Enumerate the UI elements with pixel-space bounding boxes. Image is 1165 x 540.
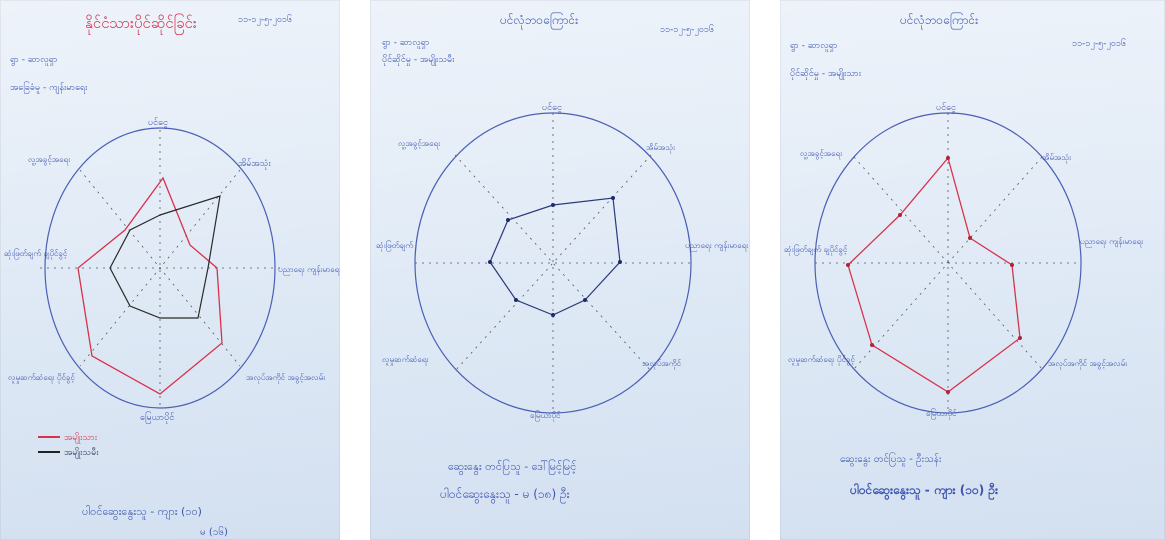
axis-label-lower-right: အလုပ်အကိုင် — [642, 358, 681, 370]
axis-label-left: ဆုံးဖြတ်ချက် ချပိုင်ခွင့် — [4, 248, 67, 260]
axis-label-top: ပင်ငွေ — [148, 117, 168, 129]
footer-line-2: ပါဝင်ဆွေးနွေးသူ - မ (၁၈) ဦး — [440, 486, 570, 504]
axis-label-upper-left: လူ့အခွင့်အရေး — [28, 154, 71, 166]
axis-label-lower-left: လူမှုဆက်ဆံရေး ပိုင်ခွင့် — [8, 372, 75, 384]
axis-label-upper-left: လူ့အခွင့်အရေး — [398, 138, 441, 150]
axis-label-bottom: မြေယာပိုင် — [926, 408, 956, 420]
axis-label-right: ပညာရေး ကျန်းမာရေး — [1080, 236, 1144, 248]
radar-drawing-3: ပင်လုံဘဝကြောင်း ၁၁-၁၂-၅-၂၀၁၆ ရွာ - ဆာလူရ… — [780, 0, 1165, 540]
sheet-title: နိုင်ငံသားပိုင်ဆိုင်ခြင်း — [85, 13, 197, 35]
village-line: ရွာ - ဆာလူရှာ — [382, 38, 430, 49]
legend-black-label: အမျိုးသမီး — [64, 447, 99, 459]
axis-label-upper-right: အိမ်အသုံး — [238, 158, 271, 170]
village-line: ရွာ - ဆာလူရှာ — [790, 41, 838, 52]
axis-label-top: ပင်ငွေ — [542, 102, 562, 114]
axis-label-left: ဆုံးဖြတ်ချက် — [376, 240, 413, 252]
footer-line-1: ဆွေးနွေး တင်ပြသူ - ဒေါ်မြင့်မြင့် — [448, 459, 576, 475]
axis-label-right: ပညာရေး ကျန်းမာရေး — [685, 240, 749, 252]
chart-sheet-1: နိုင်ငံသားပိုင်ဆိုင်ခြင်း ၁၁-၁၂-၅-၂၀၁၆ ရ… — [0, 0, 340, 540]
axis-label-bottom: မြေယာပိုင် — [530, 410, 560, 422]
axis-label-top: ပင်ငွေ — [936, 102, 956, 114]
background-strip — [340, 0, 370, 540]
footer-line-1: ဆွေးနွေး တင်ပြသူ - ဦးသန်း — [840, 451, 942, 467]
chart-sheet-2: ပင်လုံဘဝကြောင်း ၁၁-၁၂-၅-၂၀၁၆ ရွာ - ဆာလူရ… — [370, 0, 750, 540]
axis-label-upper-right: အိမ်အသုံး — [646, 142, 676, 154]
radar-drawing-2: ပင်လုံဘဝကြောင်း ၁၁-၁၂-၅-၂၀၁၆ ရွာ - ဆာလူရ… — [370, 0, 750, 540]
axis-label-lower-right: အလုပ်အကိုင် အခွင့်အလမ်း — [1048, 358, 1128, 370]
axis-label-right: ပညာရေး ကျန်းမာရေး — [278, 264, 340, 276]
topic-line: ပိုင်ဆိုင်မှု - အမျိုးသမီး — [382, 54, 455, 66]
footer-line-2: မ (၁၆) — [200, 525, 228, 538]
axis-label-upper-left: လူ့အခွင့်အရေး — [800, 148, 843, 160]
footer-line-1: ပါဝင်ဆွေးနွေးသူ - ကျား (၁၀) — [82, 505, 202, 520]
village-line: ရွာ - ဆာလူရှာ — [10, 55, 58, 66]
topic-line: အခြေခံမူ - ကျန်းမာရေး — [10, 81, 88, 94]
axis-label-bottom: မြေယာပိုင် — [140, 411, 175, 424]
legend-red-label: အမျိုးသား — [64, 432, 98, 444]
footer-line-2: ပါဝင်ဆွေးနွေးသူ - ကျား (၁၀) ဦး — [849, 481, 999, 501]
axis-label-lower-left: လူမှုဆက်ဆံရေး — [382, 354, 429, 366]
radar-drawing-1: နိုင်ငံသားပိုင်ဆိုင်ခြင်း ၁၁-၁၂-၅-၂၀၁၆ ရ… — [0, 0, 340, 540]
chart-sheet-3: ပင်လုံဘဝကြောင်း ၁၁-၁၂-၅-၂၀၁၆ ရွာ - ဆာလူရ… — [780, 0, 1165, 540]
sheet-title: ပင်လုံဘဝကြောင်း — [900, 11, 978, 30]
axis-label-lower-left: လူမှုဆက်ဆံရေး ပိုင်ခွင့် — [788, 354, 855, 366]
axis-label-lower-right: အလုပ်အကိုင် အခွင့်အလမ်း — [246, 372, 326, 384]
sheet-date: ၁၁-၁၂-၅-၂၀၁၆ — [238, 14, 292, 26]
sheet-title: ပင်လုံဘဝကြောင်း — [500, 11, 578, 30]
topic-line: ပိုင်ဆိုင်မှု - အမျိုးသား — [790, 68, 862, 80]
sheet-date: ၁၁-၁၂-၅-၂၀၁၆ — [660, 24, 714, 36]
sheet-date: ၁၁-၁၂-၅-၂၀၁၆ — [1072, 38, 1126, 50]
